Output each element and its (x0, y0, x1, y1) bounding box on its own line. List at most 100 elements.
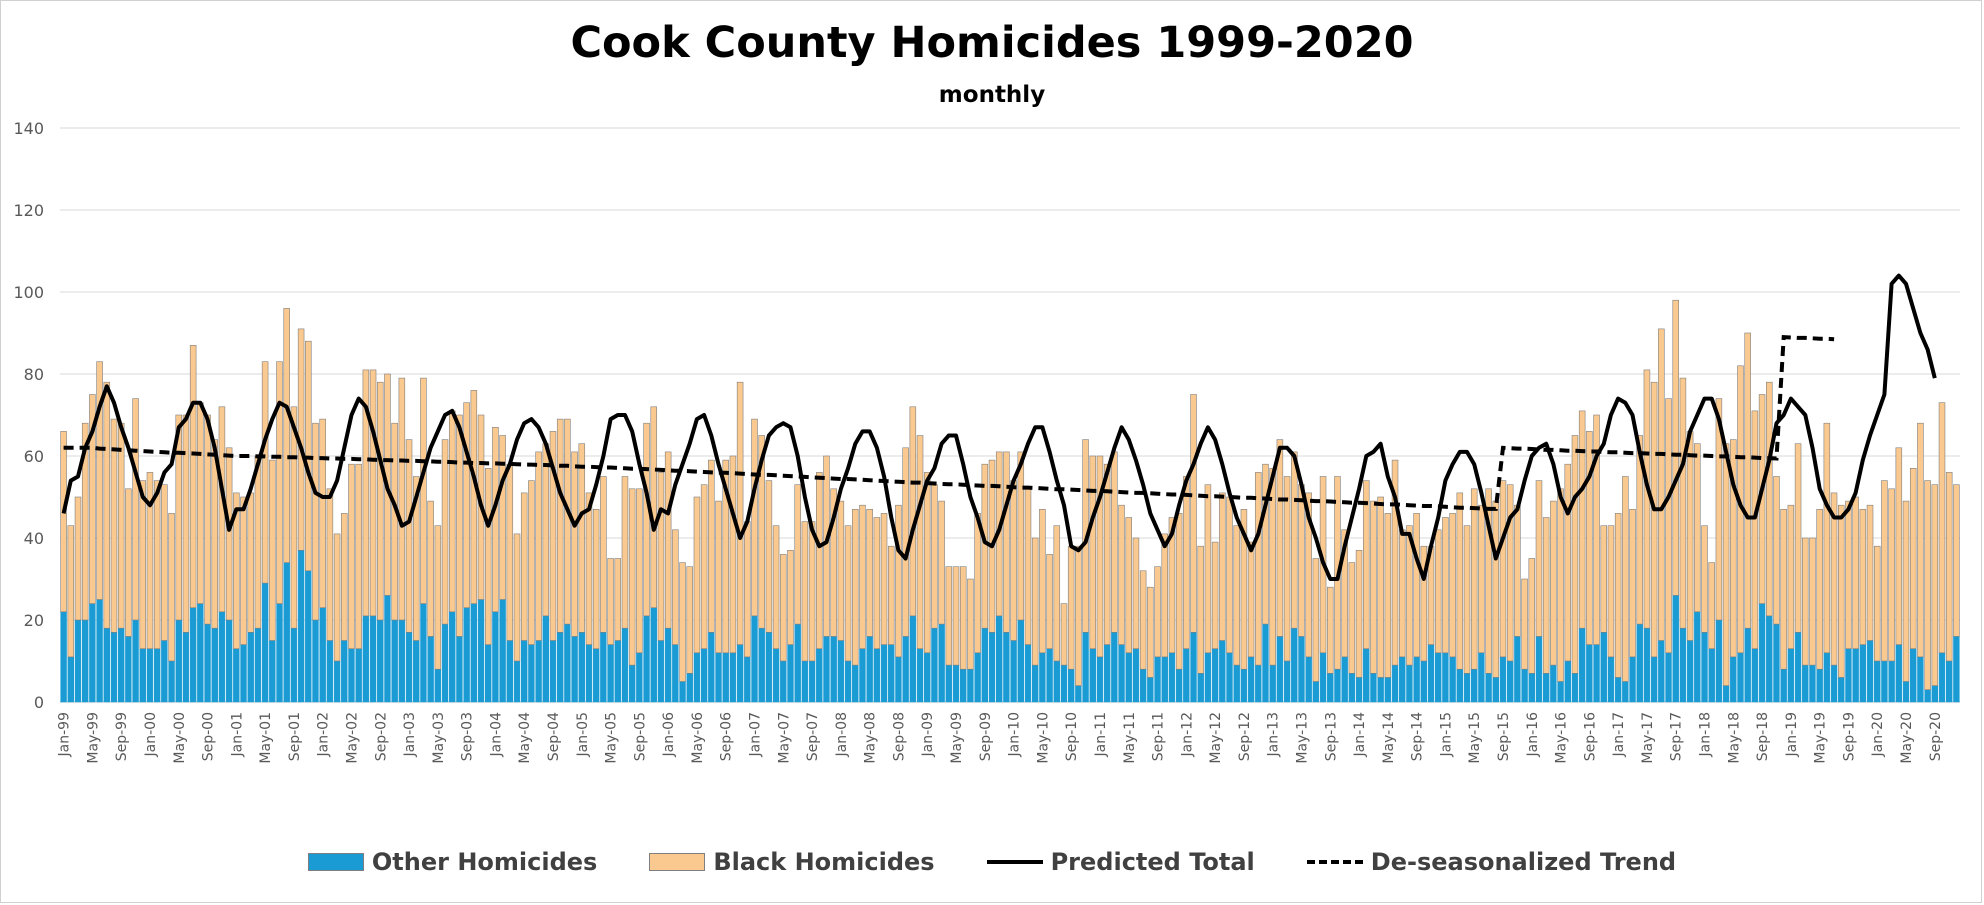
bar-black (463, 402, 470, 609)
bar-black (1226, 496, 1233, 654)
bar-black (564, 418, 571, 625)
bar-black (1442, 517, 1449, 654)
bar-other (1874, 660, 1881, 703)
bar-other (146, 648, 154, 703)
bar-black (585, 492, 593, 645)
bar-black (1470, 488, 1478, 670)
x-tick-label: Jan-09 (920, 712, 936, 757)
bar-black (448, 410, 456, 613)
bar-other (924, 652, 931, 703)
bar-other (269, 640, 276, 703)
bar-black (1888, 488, 1895, 662)
bar-other (823, 636, 830, 703)
bar-other (902, 636, 909, 703)
bar-black (1298, 484, 1305, 637)
bar-black (765, 480, 773, 633)
bar-black (621, 476, 629, 629)
bar-black (959, 566, 967, 670)
legend-swatch-predicted (986, 860, 1043, 864)
bar-other (1226, 652, 1233, 703)
x-tick-label: May-06 (690, 712, 706, 764)
bar-other (1931, 685, 1939, 703)
x-tick-label: Jan-19 (1784, 712, 1800, 757)
bar-other (592, 648, 600, 703)
bar-black (247, 492, 254, 633)
bar-black (175, 414, 183, 621)
bar-other (938, 623, 945, 703)
x-tick-label: Jan-99 (57, 712, 73, 757)
bar-other (362, 615, 370, 703)
x-tick-label: Sep-04 (546, 712, 562, 761)
x-tick-label: Jan-14 (1352, 712, 1368, 758)
bar-other (909, 615, 917, 703)
bar-other (873, 648, 881, 703)
x-tick-label: Sep-05 (632, 712, 648, 761)
x-tick-label: May-99 (85, 712, 101, 764)
bar-black (923, 472, 931, 654)
bar-black (132, 398, 139, 621)
bar-black (744, 521, 751, 658)
x-tick-label: May-04 (517, 712, 533, 764)
bar-other (1650, 656, 1658, 703)
bar-black (1377, 496, 1384, 678)
bar-other (1312, 681, 1320, 703)
x-tick-label: Jan-08 (834, 712, 850, 757)
bar-black (125, 488, 132, 637)
bar-black (1578, 410, 1586, 629)
bar-other (679, 681, 686, 703)
bar-black (1873, 545, 1881, 662)
bar-other (1722, 685, 1730, 703)
bar-other (780, 660, 787, 703)
bar-black (1391, 459, 1399, 666)
bar-other (751, 615, 758, 703)
bar-black (1111, 451, 1118, 633)
bar-other (1161, 656, 1168, 703)
x-tick-label: May-03 (431, 712, 447, 764)
bar-other (434, 668, 442, 703)
bar-other (1629, 656, 1636, 703)
bar-black (931, 484, 938, 629)
bar-black (434, 525, 442, 670)
bar-black (1406, 525, 1413, 666)
bar-other (852, 664, 859, 703)
bar-black (1067, 545, 1075, 670)
bar-other (1478, 652, 1485, 703)
bar-other (204, 623, 211, 703)
bar-black (1211, 541, 1219, 649)
bar-black (1917, 422, 1924, 658)
x-tick-label: May-01 (258, 712, 274, 764)
x-tick-label: May-12 (1208, 712, 1224, 764)
bar-other (153, 648, 161, 703)
bar-black (780, 554, 787, 662)
bar-other (132, 619, 139, 703)
legend-item-other: Other Homicides (307, 848, 597, 876)
bar-other (600, 632, 607, 703)
bar-black (139, 480, 147, 650)
bar-black (1039, 508, 1046, 654)
bar-black (506, 463, 514, 641)
legend-label-black: Black Homicides (713, 848, 935, 876)
bar-other (1636, 623, 1643, 703)
bar-other (1262, 623, 1269, 703)
bar-other (1413, 656, 1420, 703)
bar-black (1219, 492, 1226, 641)
bar-black (1327, 586, 1334, 674)
bar-black (96, 361, 103, 600)
bar-other (996, 615, 1003, 703)
x-tick-label: Jan-05 (575, 712, 591, 757)
bar-other (413, 640, 420, 703)
bar-other (427, 636, 434, 703)
bar-black (1355, 549, 1363, 678)
bar-other (1773, 623, 1780, 703)
bar-black (1312, 558, 1320, 682)
bar-other (1010, 640, 1017, 703)
bar-black (549, 431, 557, 641)
bar-other (463, 607, 470, 703)
bar-black (1449, 513, 1456, 658)
x-tick-label: Jan-03 (402, 712, 418, 757)
bar-other (1269, 664, 1276, 703)
bar-black (1557, 488, 1564, 682)
bar-other (621, 627, 629, 703)
bar-other (636, 652, 643, 703)
bar-black (1679, 377, 1687, 629)
